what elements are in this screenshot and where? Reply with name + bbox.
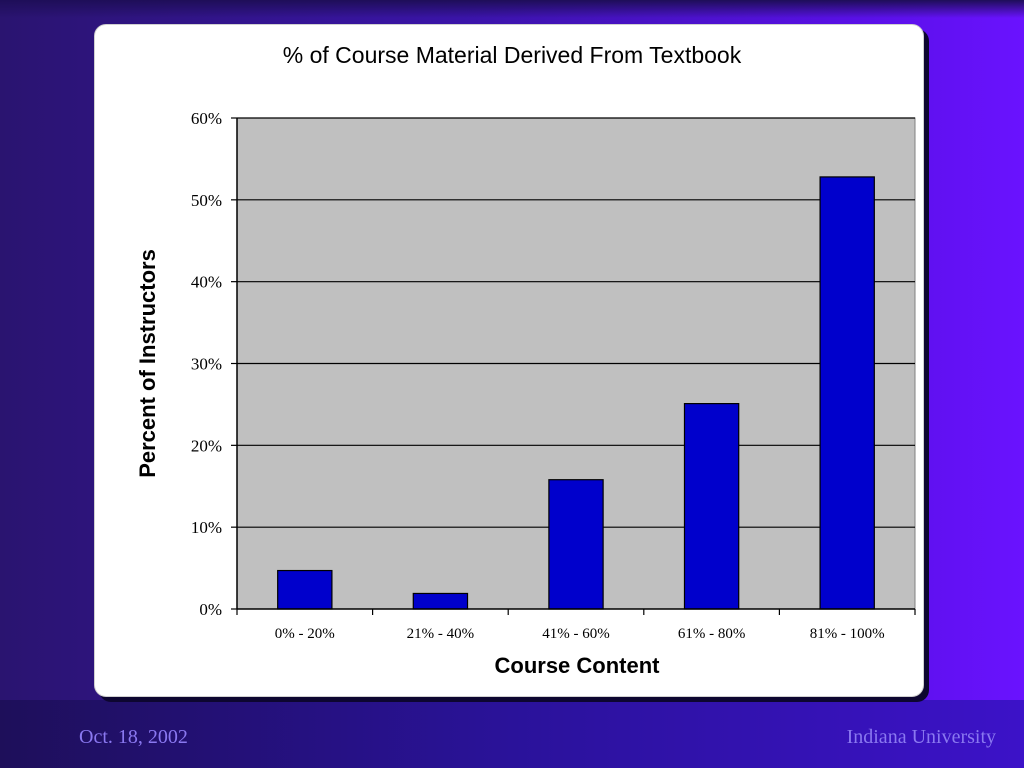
bar bbox=[683, 402, 740, 610]
bottom-band bbox=[0, 700, 1024, 768]
y-axis-label: Percent of Instructors bbox=[135, 249, 160, 478]
y-tick-label: 40% bbox=[191, 273, 222, 292]
bar bbox=[548, 479, 604, 610]
y-tick-label: 10% bbox=[191, 518, 222, 537]
y-tick-label: 60% bbox=[191, 109, 222, 128]
x-tick-label: 41% - 60% bbox=[542, 626, 610, 642]
y-tick-labels: 0% 10% 20% 30% 40% 50% 60% bbox=[191, 109, 222, 619]
x-tick-labels: 0% - 20% 21% - 40% 41% - 60% 61% - 80% 81% -… bbox=[275, 626, 885, 642]
y-tick-label: 20% bbox=[191, 436, 222, 455]
footer-date: Oct. 18, 2002 bbox=[79, 726, 188, 748]
chart-title: % of Course Material Derived From Textbo… bbox=[282, 42, 742, 68]
x-tick-label: 0% - 20% bbox=[275, 626, 335, 642]
top-band bbox=[0, 0, 1024, 18]
x-tick-label: 61% - 80% bbox=[678, 626, 746, 642]
y-tick-label: 0% bbox=[199, 600, 222, 619]
bars bbox=[277, 176, 875, 610]
x-axis-label: Course Content bbox=[495, 653, 661, 678]
x-tick-label: 81% - 100% bbox=[810, 626, 885, 642]
y-tick-label: 30% bbox=[191, 355, 222, 374]
axes bbox=[231, 117, 916, 615]
bar bbox=[277, 569, 333, 610]
footer-institution: Indiana University bbox=[846, 726, 996, 748]
bar bbox=[819, 176, 875, 610]
bar bbox=[412, 592, 469, 610]
gridlines bbox=[237, 117, 915, 528]
y-tick-label: 50% bbox=[191, 191, 222, 210]
x-tick-label: 21% - 40% bbox=[407, 626, 475, 642]
